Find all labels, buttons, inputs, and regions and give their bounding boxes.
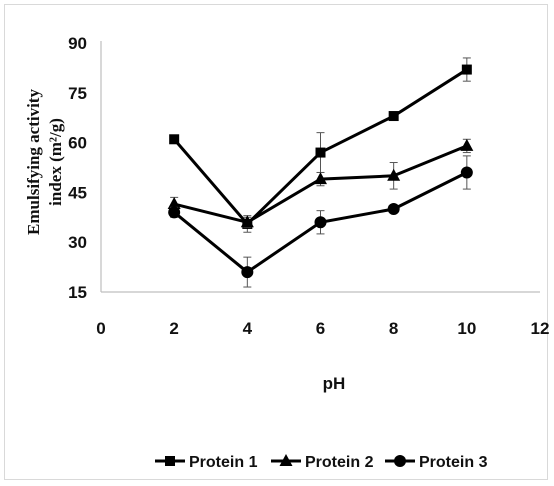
- legend: Protein 1 Protein 2 Protein 3: [155, 454, 488, 471]
- x-tick-label: 4: [243, 319, 253, 338]
- legend-entry: Protein 2: [271, 454, 374, 471]
- data-point: [241, 266, 254, 279]
- x-tick-label: 6: [316, 319, 325, 338]
- series-1: [169, 57, 472, 233]
- data-point: [169, 134, 180, 145]
- data-point: [387, 203, 400, 215]
- y-axis-title: Emulsifying activity index (m²/g): [24, 89, 65, 235]
- x-tick-label: 0: [96, 319, 105, 338]
- data-point: [315, 147, 326, 158]
- x-tick-label: 8: [389, 319, 398, 338]
- x-axis-title: pH: [323, 374, 346, 393]
- line-chart: 15 30 45 60 75 90 0 2 4 6 8 10 12 Emulsifying activi…: [24, 34, 549, 471]
- series-2: [167, 138, 474, 228]
- y-tick-label: 75: [68, 84, 87, 103]
- data-point: [461, 64, 472, 75]
- legend-label: Protein 3: [419, 454, 488, 471]
- y-tick-label: 30: [68, 233, 87, 252]
- data-point: [388, 111, 399, 122]
- y-axis-label: Emulsifying activity index (m²/g): [24, 89, 65, 235]
- x-tick-label: 10: [457, 319, 476, 338]
- data-point: [168, 206, 181, 219]
- data-point: [314, 172, 327, 185]
- legend-entry: Protein 3: [385, 454, 488, 471]
- x-axis-label-group: pH: [323, 374, 346, 393]
- x-tick-label: 12: [531, 319, 549, 338]
- data-point: [460, 166, 473, 179]
- legend-marker: [165, 456, 175, 466]
- series-3: [168, 155, 473, 288]
- axes: 15 30 45 60 75 90 0 2 4 6 8 10 12: [68, 34, 549, 338]
- data-point: [167, 197, 181, 210]
- y-axis-title-line: index (m²/g): [46, 118, 65, 206]
- y-tick-label: 60: [68, 134, 87, 153]
- y-tick-label: 90: [68, 34, 87, 53]
- y-tick-label: 45: [68, 183, 87, 202]
- legend-label: Protein 2: [305, 454, 374, 471]
- data-point: [387, 168, 401, 181]
- series-group: [167, 57, 474, 288]
- x-tick-label: 2: [169, 319, 178, 338]
- legend-entry: Protein 1: [155, 454, 258, 471]
- data-point: [240, 215, 254, 228]
- data-point: [314, 216, 327, 229]
- legend-marker: [279, 454, 293, 466]
- y-axis-title-line: Emulsifying activity: [24, 89, 43, 235]
- chart-frame: 15 30 45 60 75 90 0 2 4 6 8 10 12 Emulsifying activi…: [4, 4, 549, 480]
- legend-marker: [394, 455, 406, 467]
- data-point: [460, 138, 474, 151]
- y-tick-label: 15: [68, 283, 87, 302]
- legend-label: Protein 1: [189, 454, 258, 471]
